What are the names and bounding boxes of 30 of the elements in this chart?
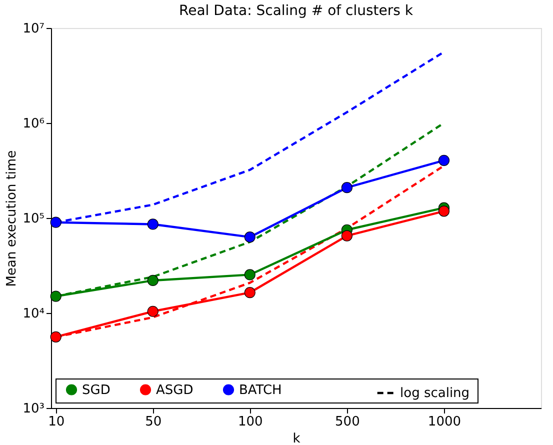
chart-title: Real Data: Scaling # of clusters k [179,3,414,19]
y-tick-label: 10⁶ [22,116,44,132]
point [438,154,450,166]
point [244,269,256,280]
point [438,206,450,217]
legend-label: ASGD [156,382,194,398]
point [50,216,62,228]
y-tick-label: 10⁴ [22,306,44,322]
x-tick-label: 500 [335,414,360,430]
y-tick-label: 10⁷ [22,22,44,36]
x-tick-label: 1000 [428,414,462,430]
point [50,290,62,302]
point [341,182,352,194]
legend-label: SGD [82,382,110,398]
y-tick-label: 10³ [22,402,44,416]
point [147,218,158,230]
point [147,274,158,286]
y-tick-label: 10⁵ [22,212,44,226]
point [147,306,158,317]
y-axis-title: Mean execution time [4,150,20,287]
point [341,230,352,242]
x-tick-label: 50 [145,414,162,430]
point [50,331,62,342]
x-tick-label: 10 [48,414,65,430]
x-axis-title: k [292,432,301,445]
annotation: log scaling [400,386,470,401]
x-tick-label: 100 [238,414,263,430]
legend-label: BATCH [239,382,282,398]
point [244,232,256,243]
point [244,287,256,298]
